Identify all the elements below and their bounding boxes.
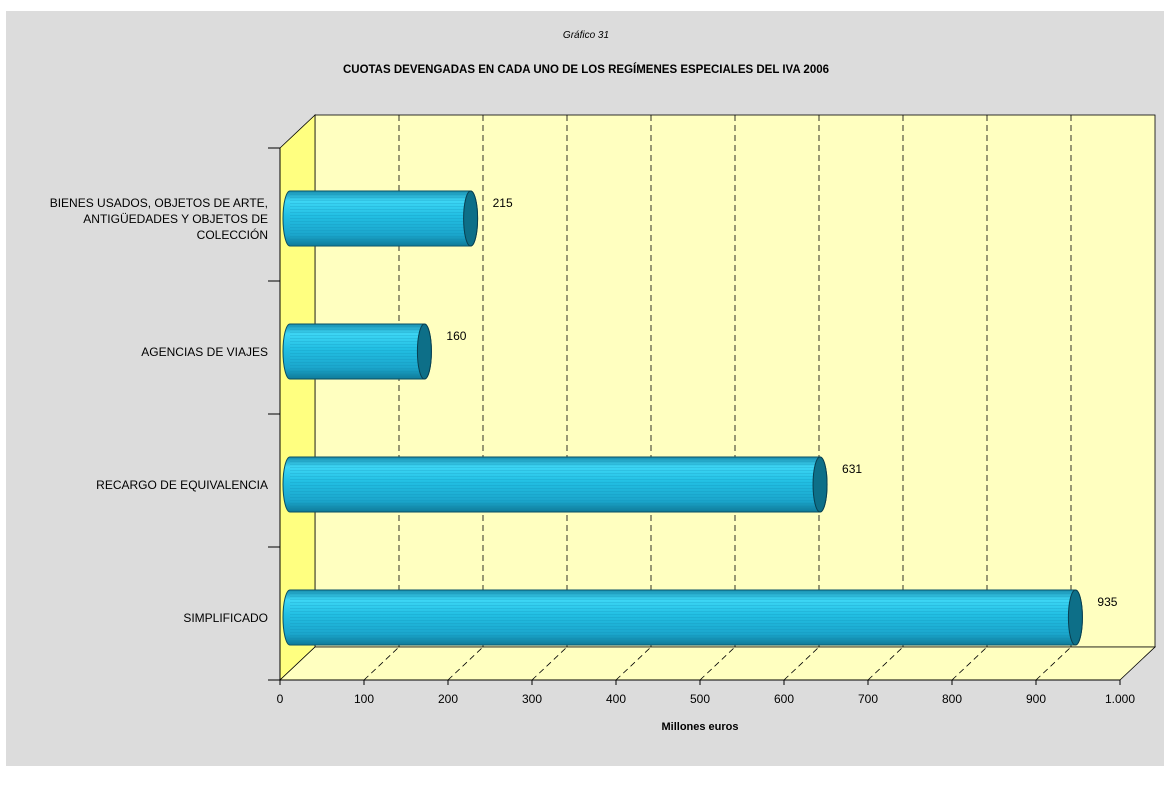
bar-texture xyxy=(290,324,425,379)
x-tick-label: 300 xyxy=(522,692,542,706)
bar-texture xyxy=(290,457,821,512)
bar-end-cap xyxy=(463,190,479,247)
x-tick-label: 400 xyxy=(606,692,626,706)
value-label: 631 xyxy=(842,462,862,476)
gridline-floor xyxy=(783,646,820,681)
gridline-floor xyxy=(867,646,904,681)
x-tick-label: 500 xyxy=(690,692,710,706)
bar-texture xyxy=(290,191,471,246)
bar-texture xyxy=(290,590,1076,645)
bar-3 xyxy=(282,456,828,513)
x-tick-label: 1.000 xyxy=(1105,692,1135,706)
bar-2 xyxy=(282,323,432,380)
category-label: BIENES USADOS, OBJETOS DE ARTE, ANTIGÜEDA… xyxy=(0,195,268,243)
gridline-floor xyxy=(951,646,988,681)
gridline-floor xyxy=(363,646,400,681)
category-label: RECARGO DE EQUIVALENCIA xyxy=(0,477,268,493)
category-label-line: BIENES USADOS, OBJETOS DE ARTE, xyxy=(49,195,268,210)
x-tick-label: 0 xyxy=(277,692,284,706)
value-label: 160 xyxy=(446,329,466,343)
gridline-floor xyxy=(1035,646,1072,681)
gridline-floor xyxy=(447,646,484,681)
x-axis: 0 100 200 300 400 500 600 700 800 900 1.000 xyxy=(268,147,1135,706)
bars xyxy=(282,190,1083,646)
value-labels: 215 160 631 935 xyxy=(446,196,1117,609)
bar-4 xyxy=(282,589,1083,646)
x-tick-label: 900 xyxy=(1026,692,1046,706)
bar-1 xyxy=(282,190,479,247)
category-label-line: AGENCIAS DE VIAJES xyxy=(141,344,268,359)
bar-end-cap xyxy=(416,323,432,380)
category-label-line: COLECCIÓN xyxy=(196,227,268,242)
value-label: 215 xyxy=(493,196,513,210)
bar-end-cap xyxy=(1067,589,1083,646)
gridline-floor xyxy=(615,646,652,681)
x-axis-title: Millones euros xyxy=(661,721,739,733)
category-label: SIMPLIFICADO xyxy=(0,610,268,626)
chart-title: CUOTAS DEVENGADAS EN CADA UNO DE LOS REG… xyxy=(342,64,830,76)
x-tick-label: 700 xyxy=(858,692,878,706)
category-label: AGENCIAS DE VIAJES xyxy=(0,344,268,360)
x-tick-label: 200 xyxy=(438,692,458,706)
x-tick-label: 100 xyxy=(354,692,374,706)
x-tick-label: 600 xyxy=(774,692,794,706)
x-tick-label: 800 xyxy=(942,692,962,706)
gridlines xyxy=(363,115,1072,681)
category-label-line: RECARGO DE EQUIVALENCIA xyxy=(96,477,268,492)
chart-subtitle: Gráfico 31 xyxy=(562,30,610,41)
gridline-floor xyxy=(531,646,568,681)
bar-end-cap xyxy=(812,456,828,513)
value-label: 935 xyxy=(1097,595,1117,609)
category-label-line: SIMPLIFICADO xyxy=(183,610,268,625)
gridline-floor xyxy=(699,646,736,681)
category-label-line: ANTIGÜEDADES Y OBJETOS DE xyxy=(83,211,268,226)
